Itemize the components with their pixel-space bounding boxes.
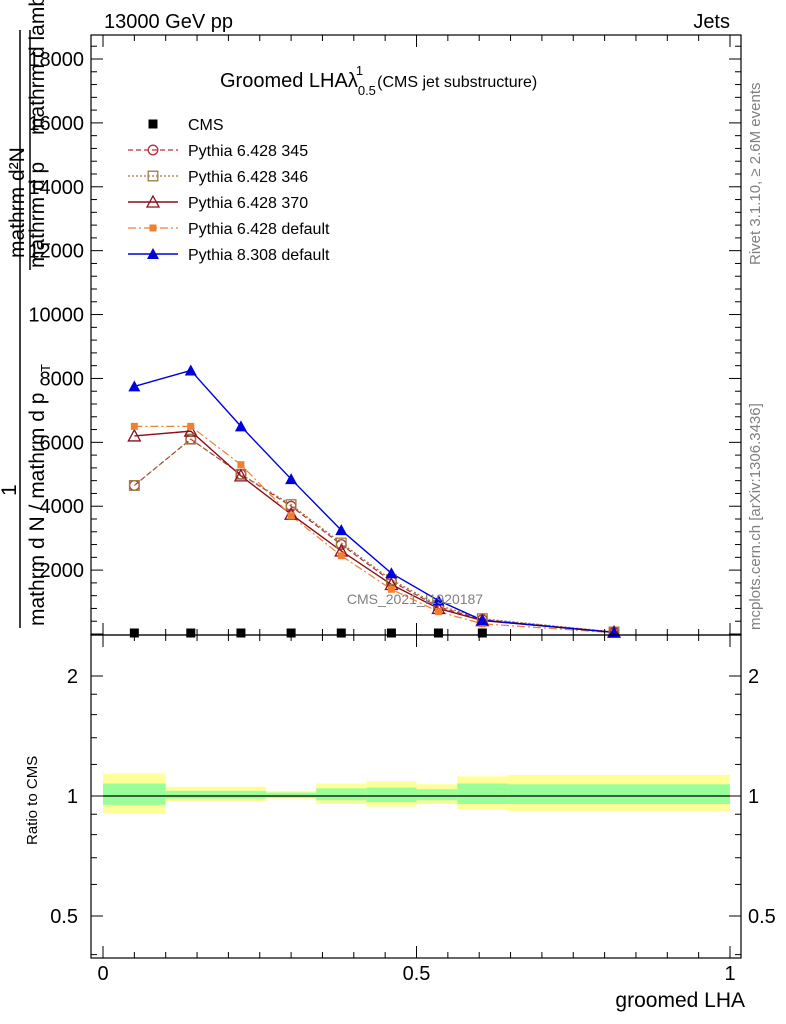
marker-p345 <box>128 480 140 491</box>
marker-p8 <box>385 567 398 579</box>
ylabel-part-b: mathrm d p <box>26 162 49 268</box>
legend-label-p8: Pythia 8.308 default <box>188 247 330 264</box>
legend-marker-p345 <box>147 144 159 156</box>
ylabel-part-g: T <box>38 364 53 372</box>
ylabel-part-e: 1 <box>0 484 21 496</box>
ratio-band-inner <box>165 790 267 799</box>
ratio-y-tick-label: 0.5 <box>50 906 78 928</box>
marker-p8 <box>476 614 489 626</box>
marker-cms <box>236 628 246 638</box>
marker-pdef <box>187 422 195 430</box>
marker-p8 <box>234 420 247 432</box>
main-y-tick-label: 4000 <box>40 496 85 518</box>
ratio-x-tick-label: 1 <box>724 963 735 985</box>
main-y-tick-label: 16000 <box>28 113 84 135</box>
ratio-y-tick-label-right: 2 <box>748 666 759 688</box>
plot-title-sup: 1 <box>356 63 363 78</box>
plot-title-main: Groomed LHAλ <box>220 70 358 92</box>
series-line-p370 <box>134 430 615 633</box>
ylabel-part-d: mathrm d lambda <box>26 0 49 135</box>
legend-marker-cms <box>148 119 158 129</box>
ratio-x-tick-label: 0 <box>97 963 108 985</box>
ratio-x-tick-label: 0.5 <box>403 963 431 985</box>
main-y-tick-label: 18000 <box>28 49 84 71</box>
ratio-band-inner <box>316 788 367 801</box>
legend-label-cms: CMS <box>188 117 224 134</box>
marker-pdef <box>337 552 345 560</box>
marker-pdef <box>130 422 138 430</box>
marker-cms <box>386 628 396 638</box>
axis-ticks <box>91 35 741 958</box>
ratio-y-label: Ratio to CMS <box>24 756 41 845</box>
marker-p346 <box>128 480 140 491</box>
main-y-tick-label: 12000 <box>28 241 84 263</box>
main-y-tick-label: 14000 <box>28 177 84 199</box>
series-line-p346 <box>133 438 615 633</box>
legend: CMS Pythia 6.428 345 Pythia 6.428 346 Pythi… <box>128 117 330 264</box>
analysis-watermark: CMS_2021_I1920187 <box>347 591 483 607</box>
marker-p370 <box>183 423 198 437</box>
legend-marker-pdef <box>149 224 157 232</box>
marker-p346 <box>185 433 197 445</box>
ratio-y-tick-label-right: 1 <box>748 786 759 808</box>
ylabel-part-a: mathrm d²N <box>6 147 29 258</box>
main-y-tick-label: 8000 <box>40 368 85 390</box>
plot-title-paren: (CMS jet substructure) <box>377 74 537 91</box>
ratio-bands <box>103 773 730 814</box>
legend-label-pdef: Pythia 6.428 default <box>188 221 330 238</box>
ratio-band-inner <box>266 792 317 798</box>
marker-p8 <box>335 524 348 536</box>
ratio-y-tick-label: 2 <box>67 666 78 688</box>
y-axis-label: mathrm d²N mathrm d p T mathrm d lambda … <box>0 0 53 628</box>
ylabel-part-c: T <box>38 240 53 248</box>
ratio-band-inner <box>103 783 166 805</box>
main-y-tick-label: 2000 <box>40 560 85 582</box>
rivet-version-label: Rivet 3.1.10, ≥ 2.6M events <box>747 83 764 266</box>
x-axis-label: groomed LHA <box>615 989 745 1012</box>
tick-labels: 2000 4000 6000 8000 10000 12000 14000 16000 1800… <box>28 49 775 985</box>
marker-pdef <box>434 608 442 616</box>
ratio-band-inner <box>416 789 458 801</box>
marker-cms <box>336 628 346 638</box>
marker-cms <box>477 628 487 638</box>
ylabel-part-f: mathrm d N / mathrm d p <box>26 393 49 626</box>
legend-marker-p370 <box>145 194 161 208</box>
marker-pdef <box>387 585 395 593</box>
legend-label-p370: Pythia 6.428 370 <box>188 195 308 212</box>
marker-p370 <box>233 468 249 482</box>
mcplots-label: mcplots.cern.ch [arXiv:1306.3436] <box>747 403 764 630</box>
marker-p370 <box>127 428 142 442</box>
marker-p8 <box>285 473 298 485</box>
marker-p8 <box>432 594 445 606</box>
legend-label-p345: Pythia 6.428 345 <box>188 143 308 160</box>
marker-cms <box>186 628 196 638</box>
header-right: Jets <box>693 11 730 33</box>
ratio-y-tick-label: 1 <box>67 786 78 808</box>
ratio-band-inner <box>366 787 417 803</box>
marker-cms <box>433 628 443 638</box>
marker-p8 <box>184 364 197 376</box>
header-left: 13000 GeV pp <box>104 11 233 33</box>
legend-marker-p8 <box>147 248 159 259</box>
main-y-tick-label: 10000 <box>28 305 84 327</box>
marker-p8 <box>128 380 141 392</box>
ratio-band-inner <box>457 783 508 804</box>
ratio-y-tick-label-right: 0.5 <box>748 906 776 928</box>
plot-title-sub: 0.5 <box>358 83 376 98</box>
marker-pdef <box>287 512 295 520</box>
legend-label-p346: Pythia 6.428 346 <box>188 169 308 186</box>
marker-pdef <box>237 461 245 469</box>
marker-p346 <box>335 537 347 549</box>
plot-title: Groomed LHAλ0.5 1 (CMS jet substructure) <box>220 63 537 98</box>
ratio-band-inner <box>507 784 730 804</box>
legend-marker-p346 <box>147 170 159 182</box>
main-y-tick-label: 6000 <box>40 432 85 454</box>
